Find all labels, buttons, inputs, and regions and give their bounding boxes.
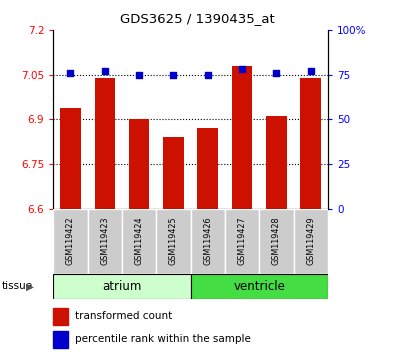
Text: GSM119423: GSM119423 — [100, 216, 109, 264]
Bar — [191, 209, 225, 274]
Text: GSM119429: GSM119429 — [306, 216, 315, 264]
Text: transformed count: transformed count — [75, 312, 172, 321]
Bar — [53, 274, 190, 299]
Bar — [94, 78, 115, 209]
Bar — [53, 209, 88, 274]
Bar — [88, 209, 122, 274]
Point — [136, 72, 142, 78]
Text: GSM119424: GSM119424 — [135, 216, 144, 264]
Bar — [259, 209, 293, 274]
Point — [102, 68, 108, 74]
Point — [239, 67, 245, 72]
Bar — [191, 274, 328, 299]
Bar — [266, 116, 287, 209]
Text: tissue: tissue — [2, 281, 33, 291]
Bar — [163, 137, 184, 209]
Point — [170, 72, 177, 78]
Bar — [232, 66, 252, 209]
Bar — [198, 129, 218, 209]
Point — [308, 68, 314, 74]
Text: GDS3625 / 1390435_at: GDS3625 / 1390435_at — [120, 12, 275, 25]
Text: GSM119425: GSM119425 — [169, 216, 178, 264]
Bar — [300, 78, 321, 209]
Bar — [60, 108, 81, 209]
Text: GSM119422: GSM119422 — [66, 216, 75, 264]
Text: ventricle: ventricle — [233, 280, 285, 293]
Bar — [53, 331, 68, 348]
Bar — [225, 209, 259, 274]
Point — [273, 70, 280, 76]
Text: GSM119427: GSM119427 — [237, 216, 246, 264]
Bar — [293, 209, 328, 274]
Text: GSM119426: GSM119426 — [203, 216, 212, 264]
Bar — [122, 209, 156, 274]
Text: GSM119428: GSM119428 — [272, 216, 281, 264]
Bar — [53, 308, 68, 325]
Point — [205, 72, 211, 78]
Text: atrium: atrium — [102, 280, 142, 293]
Text: ▶: ▶ — [26, 281, 34, 291]
Text: percentile rank within the sample: percentile rank within the sample — [75, 335, 251, 344]
Point — [67, 70, 73, 76]
Bar — [156, 209, 190, 274]
Bar — [129, 119, 149, 209]
